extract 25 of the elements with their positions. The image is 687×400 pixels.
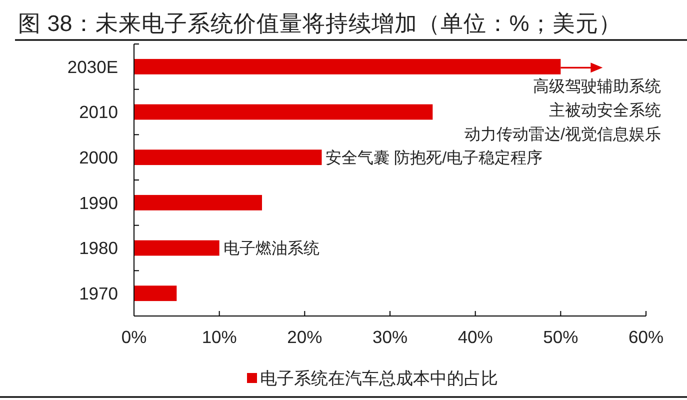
annotation: 主被动安全系统	[549, 102, 661, 120]
x-tick-label: 20%	[287, 327, 322, 347]
x-tick-label: 10%	[202, 327, 237, 347]
y-tick-label: 1990	[79, 192, 118, 213]
x-tick-label: 50%	[543, 327, 578, 347]
legend-label: 电子系统在汽车总成本中的占比	[260, 368, 498, 388]
y-tick-label: 1980	[79, 238, 118, 258]
annotation: 动力传动雷达/视觉信息娱乐	[464, 126, 661, 144]
x-tick-label: 60%	[628, 327, 664, 347]
x-tick-label: 0%	[121, 327, 147, 347]
annotation: 电子燃油系统	[223, 240, 320, 258]
y-tick-label: 2010	[79, 102, 118, 122]
annotation: 安全气囊 防抱死/电子稳定程序	[326, 148, 543, 167]
bar	[134, 286, 177, 302]
y-tick-label: 2030E	[67, 56, 118, 77]
bar	[134, 194, 262, 210]
bar	[134, 150, 322, 166]
x-tick-label: 40%	[458, 327, 493, 347]
chart-title: 图 38：未来电子系统价值量将持续增加（单位：%；美元）	[18, 11, 622, 36]
bar	[134, 104, 433, 120]
y-tick-label: 1970	[79, 283, 118, 304]
y-tick-label: 2000	[79, 147, 118, 168]
bar	[134, 240, 220, 256]
x-tick-label: 30%	[372, 327, 408, 347]
annotation: 高级驾驶辅助系统	[533, 77, 661, 96]
